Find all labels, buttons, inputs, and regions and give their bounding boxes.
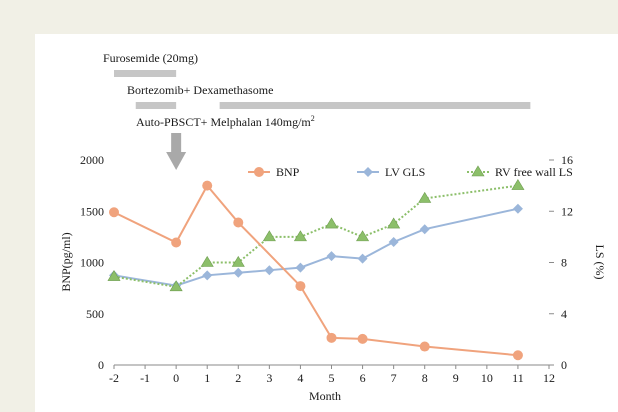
legend-label: LV GLS xyxy=(385,165,425,179)
x-tick-label: -2 xyxy=(109,371,119,385)
x-tick-label: 5 xyxy=(329,371,335,385)
x-tick-label: 7 xyxy=(391,371,397,385)
treatment-label-bortezomib: Bortezomib+ Dexamethasome xyxy=(127,83,273,97)
y2-axis-label: LS (%) xyxy=(593,245,607,280)
x-tick-label: 4 xyxy=(297,371,303,385)
data-point xyxy=(200,255,214,267)
legend-marker xyxy=(471,165,485,177)
data-point xyxy=(357,253,368,264)
data-point xyxy=(326,251,337,262)
data-point xyxy=(512,350,523,361)
data-point xyxy=(264,265,275,276)
data-point xyxy=(293,230,307,242)
y-tick-label: 0 xyxy=(98,358,104,372)
y-tick-label: 1000 xyxy=(80,256,104,270)
data-point xyxy=(418,191,432,203)
x-tick-label: 10 xyxy=(481,371,493,385)
y2-tick-label: 8 xyxy=(561,256,567,270)
data-point xyxy=(512,203,523,214)
x-tick-label: 6 xyxy=(360,371,366,385)
y2-tick-label: 16 xyxy=(561,153,573,167)
series-bnp xyxy=(109,180,523,361)
data-point xyxy=(511,179,525,190)
data-point xyxy=(357,333,368,344)
data-point xyxy=(231,255,245,267)
data-point xyxy=(233,267,244,278)
treatment-arrow xyxy=(166,133,187,170)
data-point xyxy=(295,262,306,273)
data-point xyxy=(326,332,337,343)
y2-tick-label: 4 xyxy=(561,307,567,321)
data-point xyxy=(388,237,399,247)
data-point xyxy=(324,217,339,229)
data-point xyxy=(387,217,401,229)
x-tick-label: -1 xyxy=(140,371,150,385)
treatment-bar-1-0 xyxy=(135,102,177,109)
axes: -2 -1 0 1 2 3 4 5 6 7 8 9 10 11 1205001000150020000481… xyxy=(80,153,573,385)
data-point xyxy=(109,207,119,218)
series-layer xyxy=(107,179,525,361)
treatment-label-furosemide: Furosemide (20mg) xyxy=(103,51,198,65)
y-tick-label: 500 xyxy=(86,307,104,321)
data-point xyxy=(419,341,430,352)
series-line xyxy=(113,183,519,357)
treatment-bar-1-1 xyxy=(219,102,531,109)
y-axis-label: BNP(pg/ml) xyxy=(59,232,73,291)
data-point xyxy=(262,230,276,242)
series-rv-free-wall-ls xyxy=(107,179,525,292)
data-point xyxy=(356,230,370,242)
y-tick-label: 1500 xyxy=(80,204,104,218)
data-point xyxy=(202,270,213,281)
x-tick-label: 2 xyxy=(235,371,241,385)
data-point xyxy=(419,224,430,235)
data-point xyxy=(169,280,183,292)
chart-panel xyxy=(35,34,618,412)
data-point xyxy=(233,217,244,228)
legend-label: RV free wall LS xyxy=(495,165,573,179)
x-tick-label: 3 xyxy=(266,371,272,385)
x-tick-label: 8 xyxy=(422,371,428,385)
y2-tick-label: 0 xyxy=(561,358,567,372)
data-point xyxy=(107,270,121,281)
series-lv-gls xyxy=(109,203,523,291)
legend-marker xyxy=(363,167,373,177)
legend: BNP LV GLS RV free wall LS xyxy=(248,165,573,179)
legend-marker xyxy=(254,167,264,177)
data-point xyxy=(202,180,213,191)
y2-tick-label: 12 xyxy=(561,204,573,218)
series-line xyxy=(113,184,519,288)
treatment-bar-0-0 xyxy=(114,70,177,77)
data-point xyxy=(171,237,182,248)
x-tick-label: 9 xyxy=(453,371,459,385)
treatment-timeline: Furosemide (20mg) Bortezomib+ Dexamethas… xyxy=(103,51,531,170)
treatment-label-auto-pbsct: Auto-PBSCT+ Melphalan 140mg/m2 xyxy=(136,114,315,129)
x-tick-label: 0 xyxy=(173,371,179,385)
y-tick-label: 2000 xyxy=(80,153,104,167)
x-axis-label: Month xyxy=(309,389,341,403)
x-tick-label: 12 xyxy=(543,371,555,385)
data-point xyxy=(295,281,306,292)
legend-label: BNP xyxy=(276,165,300,179)
x-tick-label: 11 xyxy=(512,371,524,385)
x-tick-label: 1 xyxy=(204,371,210,385)
